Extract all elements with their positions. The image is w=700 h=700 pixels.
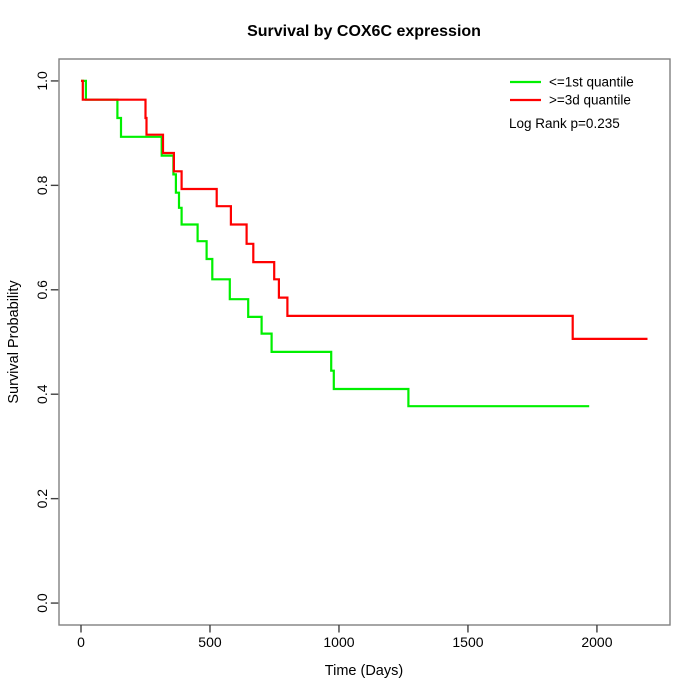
plot-box — [58, 58, 671, 626]
y-tick-label: 0.2 — [34, 489, 50, 509]
x-tick-label: 1500 — [452, 634, 483, 650]
x-tick-label: 500 — [198, 634, 222, 650]
legend-label-1st-quantile: <=1st quantile — [549, 75, 634, 90]
y-axis-title: Survival Probability — [6, 280, 22, 404]
y-tick-label: 0.0 — [34, 593, 50, 613]
y-tick-label: 0.6 — [34, 280, 50, 300]
survival-curves — [81, 79, 648, 408]
log-rank-annotation: Log Rank p=0.235 — [509, 116, 620, 131]
legend-label-3d-quantile: >=3d quantile — [549, 93, 631, 108]
chart-title: Survival by COX6C expression — [247, 23, 481, 40]
x-axis-title: Time (Days) — [325, 663, 403, 679]
legend: <=1st quantile >=3d quantile Log Rank p=… — [509, 75, 634, 132]
x-tick-label: 0 — [77, 634, 85, 650]
y-tick-label: 0.4 — [34, 384, 50, 404]
y-tick-label: 0.8 — [34, 175, 50, 195]
y-axis-ticks: 0.0 0.2 0.4 0.6 0.8 1.0 — [34, 71, 59, 613]
y-tick-label: 1.0 — [34, 71, 50, 91]
x-tick-label: 2000 — [581, 634, 612, 650]
x-tick-label: 1000 — [323, 634, 354, 650]
x-axis-ticks: 0 500 1000 1500 2000 — [77, 625, 613, 650]
km-curve-3d-quantile — [81, 79, 648, 340]
km-curve-1st-quantile — [81, 79, 590, 408]
